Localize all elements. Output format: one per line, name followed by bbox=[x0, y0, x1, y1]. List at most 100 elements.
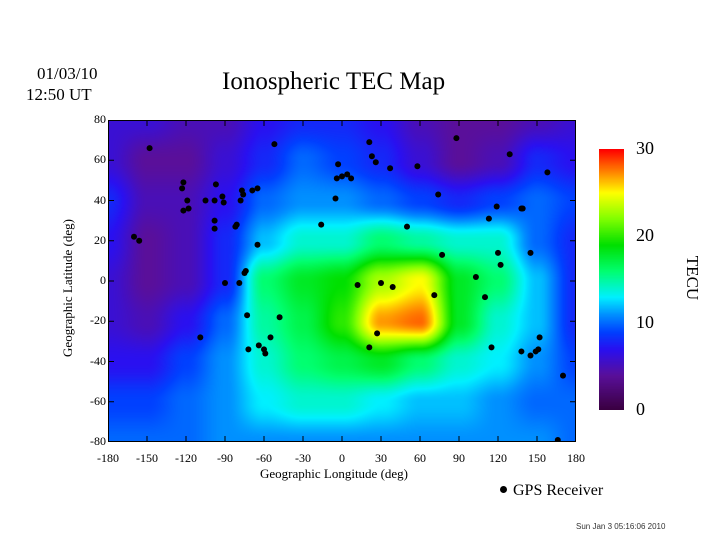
gps-receiver-point bbox=[180, 207, 187, 214]
date-label: 01/03/10 bbox=[37, 64, 98, 83]
gps-receiver-point bbox=[222, 280, 228, 287]
gps-receiver-point bbox=[254, 185, 261, 192]
gps-receiver-point bbox=[435, 191, 442, 198]
x-tick-label: 0 bbox=[339, 451, 345, 465]
gps-receiver-point bbox=[488, 344, 495, 351]
gps-receiver-point bbox=[202, 197, 209, 204]
gps-receiver-point bbox=[497, 261, 504, 268]
y-tick-label: -20 bbox=[90, 313, 106, 328]
gps-receiver-point bbox=[242, 267, 249, 274]
colorbar bbox=[599, 149, 624, 410]
gps-receiver-point bbox=[378, 280, 384, 287]
gps-receiver-point bbox=[339, 173, 345, 180]
x-tick-label: 180 bbox=[567, 451, 585, 465]
colorbar-tick-label: 30 bbox=[636, 138, 654, 158]
gps-receiver-point bbox=[136, 237, 143, 244]
y-axis-label: Geographic Latitude (deg) bbox=[60, 219, 75, 357]
y-tick-label: -80 bbox=[90, 434, 106, 448]
x-tick-label: -90 bbox=[217, 451, 233, 465]
x-tick-label: -120 bbox=[175, 451, 197, 465]
gps-receiver-point bbox=[453, 135, 460, 142]
gps-receiver-point bbox=[414, 163, 421, 170]
chart-title: Ionospheric TEC Map bbox=[222, 68, 446, 95]
gps-receiver-point bbox=[240, 191, 247, 198]
gps-receiver-point bbox=[495, 249, 501, 256]
gps-receiver-point bbox=[344, 171, 351, 178]
y-tick-label: 60 bbox=[94, 152, 106, 167]
receiver-marker-icon bbox=[500, 486, 507, 493]
x-tick-label: -30 bbox=[295, 451, 311, 465]
legend-label: GPS Receiver bbox=[513, 482, 604, 499]
gps-receiver-point bbox=[366, 139, 373, 146]
colorbar-label: TECU bbox=[683, 255, 702, 301]
gps-receiver-point bbox=[366, 344, 373, 351]
y-tick-label: 20 bbox=[94, 232, 106, 247]
gps-receiver-point bbox=[219, 193, 226, 200]
gps-receiver-point bbox=[493, 203, 500, 210]
gps-receiver-point bbox=[536, 334, 543, 341]
gps-receiver-point bbox=[244, 312, 251, 319]
gps-receiver-point bbox=[254, 241, 261, 248]
gps-receiver-point bbox=[220, 199, 227, 206]
gps-receiver-point bbox=[255, 342, 262, 349]
gps-receiver-point bbox=[146, 145, 153, 152]
x-axis-label: Geographic Longitude (deg) bbox=[260, 466, 409, 481]
gps-receiver-point bbox=[131, 233, 137, 240]
gps-receiver-point bbox=[374, 330, 381, 337]
gps-receiver-point bbox=[245, 346, 252, 353]
gps-receiver-point bbox=[236, 280, 243, 287]
gps-receiver-point bbox=[518, 348, 525, 355]
gps-receiver-point bbox=[233, 221, 240, 228]
gps-receiver-point bbox=[180, 179, 187, 186]
time-label: 12:50 UT bbox=[26, 85, 92, 104]
gps-receiver-point bbox=[485, 215, 492, 222]
gps-receiver-point bbox=[482, 294, 488, 301]
gps-receiver-point bbox=[404, 223, 410, 230]
gps-receiver-point bbox=[276, 314, 283, 321]
gps-receiver-point bbox=[271, 141, 278, 148]
gps-receiver-point bbox=[348, 175, 355, 182]
y-tick-label: -60 bbox=[90, 393, 106, 408]
y-tick-label: 0 bbox=[100, 273, 106, 287]
x-tick-label: -60 bbox=[256, 451, 272, 465]
gps-receiver-point bbox=[560, 372, 566, 379]
gps-receiver-point bbox=[506, 151, 513, 158]
gps-receiver-point bbox=[372, 159, 379, 166]
gps-receiver-point bbox=[211, 217, 218, 224]
gps-receiver-point bbox=[197, 334, 204, 341]
legend: GPS Receiver bbox=[500, 482, 603, 500]
gps-receiver-point bbox=[335, 161, 342, 168]
x-tick-label: 120 bbox=[489, 451, 507, 465]
gps-receiver-point bbox=[535, 346, 542, 353]
y-tick-label: 80 bbox=[94, 112, 106, 126]
gps-receiver-point bbox=[237, 197, 244, 204]
gps-receiver-point bbox=[179, 185, 186, 192]
gps-receiver-point bbox=[262, 350, 269, 357]
gps-receiver-point bbox=[387, 165, 394, 172]
x-tick-label: 30 bbox=[375, 451, 387, 465]
gps-receiver-point bbox=[212, 181, 219, 188]
gps-receiver-point bbox=[527, 249, 534, 256]
gps-receiver-point bbox=[439, 251, 446, 258]
x-tick-label: 150 bbox=[528, 451, 546, 465]
gps-receiver-point bbox=[554, 436, 561, 442]
gps-receiver-point bbox=[472, 273, 479, 280]
gps-receiver-point bbox=[354, 282, 361, 289]
gps-receiver-point bbox=[389, 284, 396, 291]
gps-receiver-point bbox=[318, 221, 325, 228]
colorbar-tick-label: 20 bbox=[636, 225, 654, 245]
gps-receiver-point bbox=[519, 205, 526, 212]
colorbar-tick-label: 0 bbox=[636, 399, 645, 419]
plot-frame bbox=[108, 120, 576, 442]
y-tick-label: 40 bbox=[94, 192, 106, 207]
gps-receiver-point bbox=[333, 175, 340, 182]
gps-receiver-point bbox=[332, 195, 339, 202]
colorbar-tick-label: 10 bbox=[636, 312, 654, 332]
y-tick-label: -40 bbox=[90, 353, 106, 368]
x-tick-label: -150 bbox=[136, 451, 158, 465]
generation-timestamp: Sun Jan 3 05:16:06 2010 bbox=[576, 522, 666, 531]
x-tick-label: 60 bbox=[414, 451, 426, 465]
gps-receiver-point bbox=[185, 205, 192, 212]
gps-receiver-point bbox=[544, 169, 551, 176]
gps-receiver-point bbox=[431, 292, 438, 299]
